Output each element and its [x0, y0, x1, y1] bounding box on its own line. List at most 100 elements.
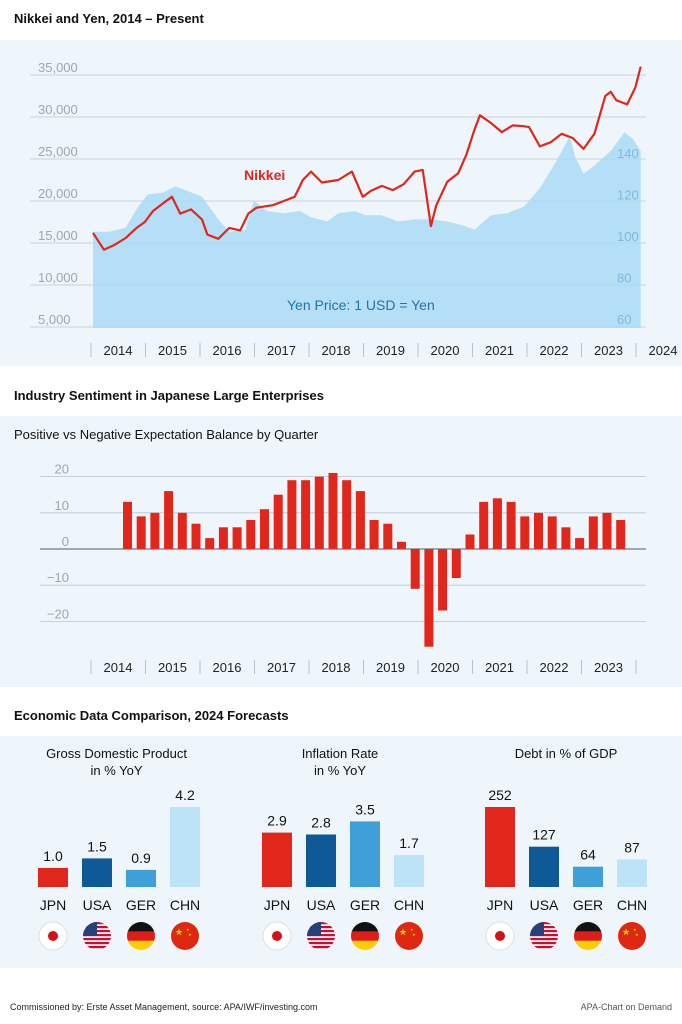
- germany-flag-icon: [351, 922, 379, 950]
- sentiment-bar: [342, 480, 352, 549]
- inflation-value-label: 2.8: [311, 815, 331, 831]
- x-axis-year-label: 2017: [267, 660, 296, 675]
- y-axis-tick-label: 20: [55, 462, 69, 477]
- japan-flag-icon-disc: [495, 931, 505, 941]
- inflation-category-label: JPN: [264, 897, 290, 913]
- china-flag-icon-star: ★: [175, 927, 183, 937]
- china-flag-icon-small-star: ★: [410, 927, 414, 932]
- x-axis-year-label: 2021: [485, 660, 514, 675]
- germany-flag-icon: [127, 922, 155, 950]
- nikkei-yen-chart: 5,000 10,000 15,000 20,000 25,000 30,000 35,00…: [30, 60, 678, 358]
- sentiment-bar: [506, 501, 516, 549]
- x-axis-year-label: 2023: [594, 660, 623, 675]
- x-axis-year-label: 2021: [485, 343, 514, 358]
- china-flag-icon-small-star: ★: [635, 932, 639, 937]
- x-axis-year-label: 2022: [540, 660, 569, 675]
- x-axis-year-label: 2022: [540, 343, 569, 358]
- sentiment-bar: [383, 523, 393, 549]
- right-axis-tick-label: 100: [617, 229, 639, 244]
- left-axis-tick-label: 35,000: [38, 60, 78, 75]
- left-axis-tick-label: 10,000: [38, 270, 78, 285]
- left-axis-tick-label: 20,000: [38, 186, 78, 201]
- sentiment-bar: [534, 512, 543, 549]
- x-axis-year-label: 2018: [322, 660, 351, 675]
- gdp-bar-ger: [126, 869, 156, 887]
- y-axis-tick-label: −10: [47, 570, 69, 585]
- inflation-bar-chn: [394, 855, 424, 887]
- sentiment-bar: [260, 509, 269, 549]
- sentiment-bar: [547, 516, 557, 549]
- x-axis-year-label: 2019: [376, 343, 405, 358]
- sentiment-bar: [561, 527, 571, 549]
- left-axis-tick-label: 15,000: [38, 228, 78, 243]
- right-axis-tick-label: 120: [617, 188, 639, 203]
- x-axis-year-label: 2019: [376, 660, 405, 675]
- sentiment-bar: [205, 538, 215, 549]
- china-flag-icon: [618, 922, 646, 950]
- sentiment-bar: [177, 512, 187, 549]
- nikkei-yen-section-title: Nikkei and Yen, 2014 – Present: [14, 11, 204, 26]
- debt-value-label: 64: [580, 847, 596, 863]
- sentiment-bar: [246, 520, 256, 549]
- sentiment-bar: [575, 538, 585, 549]
- sentiment-chart-title: Positive vs Negative Expectation Balance…: [14, 427, 319, 442]
- x-axis-year-label: 2016: [213, 343, 242, 358]
- sentiment-bar: [588, 516, 598, 549]
- nikkei-series-label: Nikkei: [244, 167, 285, 183]
- x-axis-year-label: 2020: [431, 343, 460, 358]
- debt-bar-usa: [529, 846, 559, 887]
- x-axis-year-label: 2024: [649, 343, 678, 358]
- inflation-value-label: 1.7: [399, 835, 419, 851]
- gdp-bar-jpn: [38, 868, 68, 887]
- sentiment-bar: [218, 527, 228, 549]
- debt-bar-chn: [617, 859, 647, 887]
- sentiment-chart: 20 10 0 −10 −20 2014 2015 2016 2017 2018 2019 2020 2…: [40, 462, 646, 675]
- sentiment-bar: [136, 516, 146, 549]
- gdp-category-label: GER: [126, 897, 156, 913]
- sentiment-bar: [123, 501, 132, 549]
- china-flag-icon: [171, 922, 199, 950]
- inflation-value-label: 2.9: [267, 813, 287, 829]
- x-axis-year-label: 2014: [104, 343, 133, 358]
- nikkei-line: [92, 66, 642, 251]
- footer-credit: APA-Chart on Demand: [580, 1002, 672, 1012]
- china-flag-icon-small-star: ★: [633, 927, 637, 932]
- sentiment-bar: [369, 520, 379, 549]
- debt-value-label: 252: [488, 787, 512, 803]
- inflation-title-line-2: in % YoY: [313, 763, 367, 778]
- germany-flag-icon: [574, 922, 602, 950]
- sentiment-section-title: Industry Sentiment in Japanese Large Ent…: [14, 388, 324, 403]
- usa-flag-icon: [307, 922, 335, 949]
- sentiment-bar: [616, 520, 626, 549]
- inflation-value-label: 3.5: [355, 801, 375, 817]
- gdp-category-label: CHN: [170, 897, 200, 913]
- inflation-bar-jpn: [262, 832, 292, 887]
- x-axis-year-label: 2016: [213, 660, 242, 675]
- gdp-title-line-1: Gross Domestic Product: [46, 746, 187, 761]
- right-axis-tick-label: 60: [617, 312, 631, 327]
- left-axis-tick-label: 30,000: [38, 102, 78, 117]
- sentiment-bar: [164, 491, 174, 549]
- x-axis-year-label: 2023: [594, 343, 623, 358]
- right-axis-tick-label: 140: [617, 146, 639, 161]
- y-axis-tick-label: −20: [47, 606, 69, 621]
- sentiment-bar: [479, 501, 489, 549]
- sentiment-bar: [438, 549, 448, 611]
- gdp-value-label: 4.2: [175, 787, 195, 803]
- x-axis-year-label: 2015: [158, 660, 187, 675]
- sentiment-bar: [465, 534, 475, 549]
- sentiment-bar: [273, 494, 283, 549]
- inflation-category-label: USA: [307, 897, 336, 913]
- gdp-value-label: 1.0: [43, 848, 63, 864]
- china-flag-icon-small-star: ★: [186, 927, 190, 932]
- japan-flag-icon-disc: [272, 931, 282, 941]
- x-axis-year-label: 2018: [322, 343, 351, 358]
- y-axis-tick-label: 0: [62, 534, 69, 549]
- debt-bar-ger: [573, 866, 603, 887]
- sentiment-bar: [520, 516, 530, 549]
- inflation-title-line-1: Inflation Rate: [301, 746, 379, 761]
- x-axis-year-label: 2014: [104, 660, 133, 675]
- left-axis-tick-label: 25,000: [38, 144, 78, 159]
- sentiment-bar: [314, 476, 324, 549]
